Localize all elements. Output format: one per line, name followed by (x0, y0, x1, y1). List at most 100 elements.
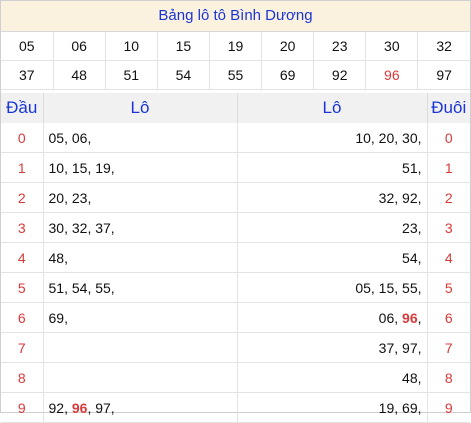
dau-cell: 2 (1, 182, 44, 213)
lo-number: 10 (48, 159, 65, 176)
dau-cell: 3 (1, 212, 44, 243)
lo-number: 51 (402, 159, 418, 176)
loto-header-row: Đầu Lô Lô Đuôi (1, 93, 470, 123)
duoi-cell: 0 (427, 123, 470, 153)
lo-by-duoi-cell: 10, 20, 30, (237, 123, 428, 153)
lo-number: 69 (48, 309, 65, 326)
header-lo-right: Lô (237, 93, 428, 123)
result-number: 19 (209, 32, 263, 61)
result-number: 30 (365, 32, 419, 61)
lo-number: 97 (95, 399, 111, 416)
loto-row: 4 48, 54, 4 (1, 242, 470, 273)
lo-by-dau-cell: 51, 54, 55, (43, 272, 238, 303)
lo-by-dau-cell: 10, 15, 19, (43, 152, 238, 183)
result-number: 92 (313, 60, 367, 90)
loto-row: 7 37, 97, 7 (1, 332, 470, 363)
lo-by-duoi-cell: 54, (237, 242, 428, 273)
duoi-cell: 4 (427, 242, 470, 273)
result-number: 55 (209, 60, 263, 90)
lo-number: 19 (378, 399, 395, 416)
dau-cell: 8 (1, 362, 44, 393)
dau-cell: 6 (1, 302, 44, 333)
board-title: Bảng lô tô Bình Dương (1, 1, 470, 32)
result-numbers-table: 05 06 10 15 19 20 23 30 32 37 48 51 54 55 69 92 96 97 (1, 32, 470, 90)
lo-number: 30 (402, 129, 418, 146)
lo-by-dau-cell: 30, 32, 37, (43, 212, 238, 243)
loto-row: 2 20, 23, 32, 92, 2 (1, 182, 470, 213)
loto-row: 9 92, 96, 97, 19, 69, 9 (1, 392, 470, 423)
lo-number: 20 (48, 189, 65, 206)
lo-by-dau-cell (43, 332, 238, 363)
lo-number: 96 (402, 309, 418, 326)
result-number: 20 (261, 32, 315, 61)
lo-number: 37 (378, 339, 395, 356)
lo-number: 19 (95, 159, 111, 176)
lo-number: 55 (402, 279, 418, 296)
loto-row: 0 05, 06, 10, 20, 30, 0 (1, 123, 470, 153)
lo-number: 92 (48, 399, 65, 416)
lo-number: 37 (95, 219, 111, 236)
lo-number: 96 (71, 399, 88, 416)
result-number: 69 (261, 60, 315, 90)
duoi-cell: 8 (427, 362, 470, 393)
lo-number: 97 (402, 339, 418, 356)
lo-number: 32 (378, 189, 395, 206)
result-number: 51 (105, 60, 158, 90)
lo-by-dau-cell: 69, (43, 302, 238, 333)
lo-number: 92 (402, 189, 418, 206)
lo-number: 10 (355, 129, 371, 146)
lo-by-duoi-cell: 32, 92, (237, 182, 428, 213)
duoi-cell: 3 (427, 212, 470, 243)
duoi-cell: 9 (427, 392, 470, 423)
header-dau: Đầu (1, 93, 44, 123)
dau-cell: 7 (1, 332, 44, 363)
lo-number: 54 (402, 249, 418, 266)
lo-number: 54 (71, 279, 88, 296)
loto-row: 1 10, 15, 19, 51, 1 (1, 152, 470, 183)
numbers-row-1: 05 06 10 15 19 20 23 30 32 (1, 32, 470, 61)
result-number: 23 (313, 32, 367, 61)
dau-cell: 0 (1, 123, 44, 153)
lo-number: 48 (402, 369, 418, 386)
lo-by-dau-cell: 20, 23, (43, 182, 238, 213)
result-number: 32 (417, 32, 470, 61)
dau-cell: 5 (1, 272, 44, 303)
loto-row: 6 69, 06, 96, 6 (1, 302, 470, 333)
lo-number: 51 (48, 279, 65, 296)
lo-by-duoi-cell: 19, 69, (237, 392, 428, 423)
lo-by-duoi-cell: 51, (237, 152, 428, 183)
lo-number: 05 (48, 129, 65, 146)
dau-cell: 9 (1, 392, 44, 423)
result-number: 48 (53, 60, 106, 90)
lo-by-duoi-cell: 05, 15, 55, (237, 272, 428, 303)
loto-body: 0 05, 06, 10, 20, 30, 0 1 10, 15, 19, 51, 1… (1, 123, 470, 423)
lo-number: 06 (71, 129, 88, 146)
lo-number: 15 (378, 279, 395, 296)
loto-table: Đầu Lô Lô Đuôi 0 05, 06, 10, 20, 30, 0 1 10… (1, 93, 470, 423)
lo-by-duoi-cell: 37, 97, (237, 332, 428, 363)
result-number: 15 (157, 32, 210, 61)
duoi-cell: 6 (427, 302, 470, 333)
duoi-cell: 7 (427, 332, 470, 363)
lo-by-dau-cell: 05, 06, (43, 123, 238, 153)
lo-number: 69 (402, 399, 418, 416)
result-number: 54 (157, 60, 210, 90)
lo-by-duoi-cell: 23, (237, 212, 428, 243)
result-number: 05 (1, 32, 54, 61)
loto-row: 5 51, 54, 55, 05, 15, 55, 5 (1, 272, 470, 303)
lo-by-dau-cell: 48, (43, 242, 238, 273)
lo-number: 32 (71, 219, 88, 236)
dau-cell: 4 (1, 242, 44, 273)
numbers-row-2: 37 48 51 54 55 69 92 96 97 (1, 60, 470, 90)
result-number: 97 (417, 60, 470, 90)
result-number: 06 (53, 32, 106, 61)
loto-row: 8 48, 8 (1, 362, 470, 393)
lo-by-duoi-cell: 06, 96, (237, 302, 428, 333)
lo-number: 06 (378, 309, 395, 326)
lo-number: 55 (95, 279, 111, 296)
lo-by-dau-cell: 92, 96, 97, (43, 392, 238, 423)
lo-by-dau-cell (43, 362, 238, 393)
loto-row: 3 30, 32, 37, 23, 3 (1, 212, 470, 243)
lo-number: 15 (71, 159, 88, 176)
